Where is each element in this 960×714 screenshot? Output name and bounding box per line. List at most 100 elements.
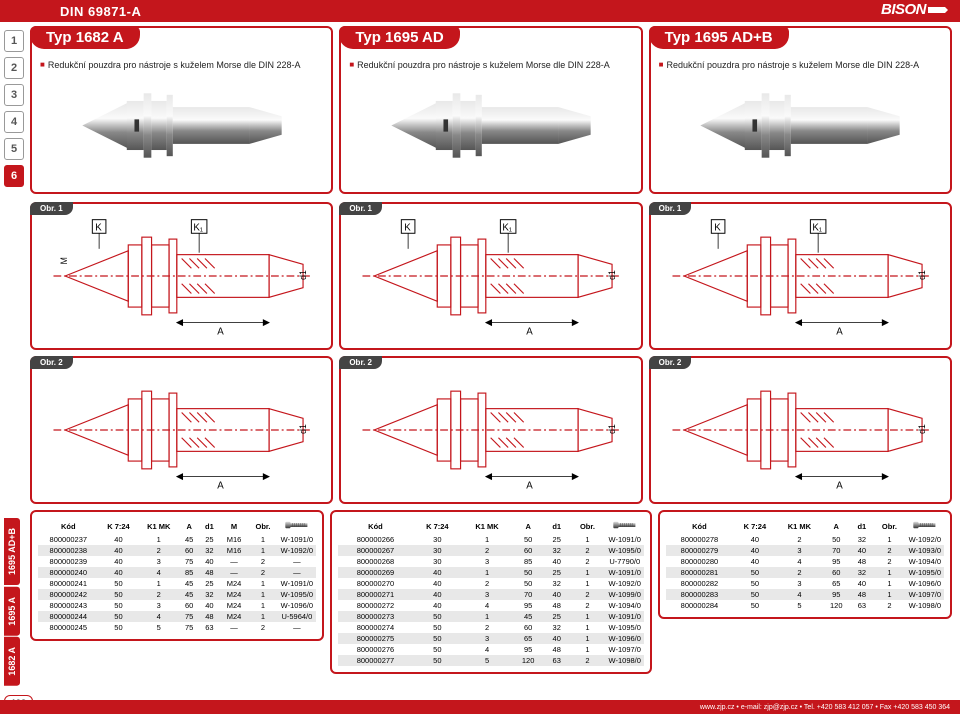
table-1695adb: KódK 7:24K1 MKAd1Obr. 80000027840250321W… <box>658 510 952 619</box>
table-cell: 1 <box>248 545 277 556</box>
table-cell: 45 <box>512 611 544 622</box>
technical-drawing: K K₁ d1 A <box>345 208 636 344</box>
table-cell: 65 <box>512 633 544 644</box>
table-cell: 1 <box>569 567 605 578</box>
footer-text: www.zjp.cz • e-mail: zjp@zjp.cz • Tel. +… <box>700 704 950 711</box>
side-index-6[interactable]: 6 <box>4 165 24 187</box>
col-header: A <box>822 518 851 534</box>
side-index-2[interactable]: 2 <box>4 57 24 79</box>
table-cell: 800000282 <box>666 578 733 589</box>
table-cell: 60 <box>512 622 544 633</box>
product-card: Typ 1682 A Redukční pouzdra pro nástroje… <box>30 26 333 194</box>
table-cell: 800000268 <box>338 556 413 567</box>
col-header: K 7:24 <box>99 518 139 534</box>
technical-drawing: d1 A <box>655 362 946 498</box>
table-row: 80000027350145251W-1091/0 <box>338 611 644 622</box>
col-header: M <box>220 518 249 534</box>
table-cell: 40 <box>851 545 874 556</box>
col-header: Kód <box>338 518 413 534</box>
table-cell: 1 <box>873 534 905 545</box>
technical-drawing: K K₁ M d1 A <box>36 208 327 344</box>
table-cell: 40 <box>413 600 462 611</box>
table-cell: W-1091/0 <box>606 611 644 622</box>
table-cell: 95 <box>822 556 851 567</box>
side-tab[interactable]: 1695 A <box>4 587 20 636</box>
table-cell: 1 <box>569 644 605 655</box>
obr-label: Obr. 1 <box>649 202 692 215</box>
diagram-obr2: Obr. 2 d1 <box>649 356 952 504</box>
table-row: 80000028250365401W-1096/0 <box>666 578 944 589</box>
card-title: Typ 1682 A <box>30 26 140 49</box>
col-header: Obr. <box>873 518 905 534</box>
table-cell: 63 <box>544 655 569 666</box>
table-cell: 30 <box>413 534 462 545</box>
table-cell: 1 <box>248 534 277 545</box>
side-index-4[interactable]: 4 <box>4 111 24 133</box>
table-cell: 45 <box>179 534 199 545</box>
dim-a: A <box>527 480 534 491</box>
table-cell: 1 <box>569 611 605 622</box>
card-subtitle: Redukční pouzdra pro nástroje s kuželem … <box>659 60 942 70</box>
obr-label: Obr. 1 <box>339 202 382 215</box>
side-tab[interactable]: 1695 AD+B <box>4 518 20 585</box>
table-cell: 800000238 <box>38 545 99 556</box>
data-tables: KódK 7:24K1 MKAd1MObr. 8000002374014525M… <box>30 510 952 674</box>
table-row: 80000026830385402U-7790/0 <box>338 556 644 567</box>
table-row: 8000002394037540—2— <box>38 556 316 567</box>
dim-d1: d1 <box>607 424 617 434</box>
table-cell: 95 <box>512 644 544 655</box>
table-cell: 1 <box>873 589 905 600</box>
table-cell: 2 <box>569 556 605 567</box>
col-header: K1 MK <box>138 518 179 534</box>
table-cell: W-1091/0 <box>606 567 644 578</box>
table-cell: 1 <box>462 567 512 578</box>
col-header: A <box>179 518 199 534</box>
table-cell: 75 <box>179 611 199 622</box>
table-cell: — <box>220 567 249 578</box>
table-row: 80000026730260322W-1095/0 <box>338 545 644 556</box>
table-cell: 60 <box>512 545 544 556</box>
diagram-obr1: Obr. 1 K K₁ <box>649 202 952 350</box>
table-cell: 40 <box>733 556 777 567</box>
dim-d1: d1 <box>917 270 927 280</box>
dim-a: A <box>836 480 843 491</box>
table-cell: 800000244 <box>38 611 99 622</box>
table-cell: 50 <box>512 534 544 545</box>
obr-label: Obr. 2 <box>649 356 692 369</box>
table-cell: W-1094/0 <box>906 556 944 567</box>
table-cell: 63 <box>199 622 220 633</box>
table-cell: 50 <box>733 600 777 611</box>
table-1695ad: KódK 7:24K1 MKAd1Obr. 80000026630150251W… <box>330 510 652 674</box>
table-cell: 120 <box>822 600 851 611</box>
table-cell: 1 <box>248 578 277 589</box>
dim-k1: K₁ <box>503 222 513 233</box>
side-tab[interactable]: 1682 A <box>4 637 20 686</box>
side-index-1[interactable]: 1 <box>4 30 24 52</box>
side-index-3[interactable]: 3 <box>4 84 24 106</box>
table-cell: 5 <box>777 600 822 611</box>
table-cell: 40 <box>733 534 777 545</box>
side-index-5[interactable]: 5 <box>4 138 24 160</box>
table-cell: 800000273 <box>338 611 413 622</box>
diagram-obr1: Obr. 1 K K₁ <box>30 202 333 350</box>
table-cell: 50 <box>413 611 462 622</box>
table-cell: 50 <box>99 600 139 611</box>
table-cell: 800000275 <box>338 633 413 644</box>
table-cell: 800000269 <box>338 567 413 578</box>
table-cell: W-1098/0 <box>906 600 944 611</box>
table-cell: 2 <box>569 600 605 611</box>
table-row: 80000028350495481W-1097/0 <box>666 589 944 600</box>
table-cell: 25 <box>544 567 569 578</box>
table-cell: 800000276 <box>338 644 413 655</box>
table-cell: 50 <box>733 567 777 578</box>
table-cell: 800000280 <box>666 556 733 567</box>
table-row: 8000002415014525M241W-1091/0 <box>38 578 316 589</box>
table-cell: 800000245 <box>38 622 99 633</box>
table-row: 80000026630150251W-1091/0 <box>338 534 644 545</box>
table-1682a: KódK 7:24K1 MKAd1MObr. 8000002374014525M… <box>30 510 324 641</box>
table-cell: 3 <box>777 545 822 556</box>
table-cell: M16 <box>220 534 249 545</box>
table-row: 80000027840250321W-1092/0 <box>666 534 944 545</box>
table-cell: 4 <box>777 556 822 567</box>
table-cell: 1 <box>248 589 277 600</box>
